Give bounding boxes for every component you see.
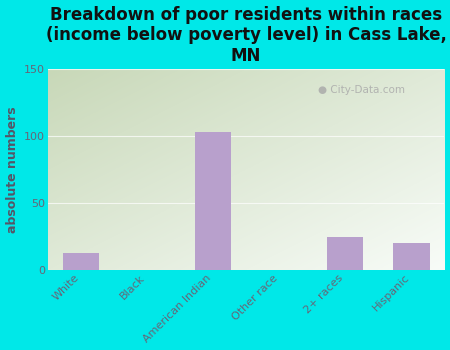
Title: Breakdown of poor residents within races
(income below poverty level) in Cass La: Breakdown of poor residents within races… — [46, 6, 446, 65]
Bar — [327, 237, 364, 270]
Y-axis label: absolute numbers: absolute numbers — [5, 106, 18, 233]
Bar — [393, 243, 430, 270]
Bar — [63, 253, 99, 270]
Text: ● City-Data.com: ● City-Data.com — [318, 85, 405, 95]
Bar — [195, 132, 231, 270]
